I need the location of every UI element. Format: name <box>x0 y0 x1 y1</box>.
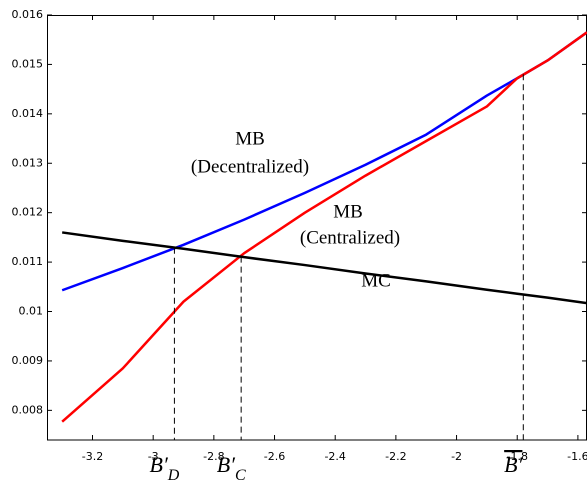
marker-label-main: B′ <box>504 452 523 477</box>
annotation: (Decentralized) <box>191 156 309 177</box>
marker-label-main: B′ <box>150 452 169 477</box>
y-tick-label: 0.011 <box>12 255 44 268</box>
marker-label: B′D <box>150 452 180 484</box>
marker-label-main: B′ <box>217 452 236 477</box>
marker-label-sub: D <box>167 467 180 484</box>
x-tick-label: -3.2 <box>82 450 103 463</box>
x-tick-label: -2 <box>451 450 462 463</box>
annotation: (Centralized) <box>300 227 400 248</box>
y-tick-label: 0.008 <box>12 403 44 416</box>
y-tick-label: 0.01 <box>19 305 44 318</box>
x-tick-label: -2.8 <box>203 450 224 463</box>
marker-label: B′C <box>217 452 246 484</box>
y-tick-label: 0.016 <box>12 8 44 21</box>
x-tick-label: -1.8 <box>506 450 527 463</box>
y-tick-label: 0.009 <box>12 354 44 367</box>
x-tick-label: -1.6 <box>567 450 587 463</box>
series-line <box>61 231 587 305</box>
x-tick-label: -2.6 <box>264 450 285 463</box>
y-tick-label: 0.014 <box>12 107 44 120</box>
x-tick-label: -2.4 <box>324 450 345 463</box>
y-tick-label: 0.013 <box>12 156 44 169</box>
x-tick-label: -3 <box>148 450 159 463</box>
y-tick-label: 0.015 <box>12 57 44 70</box>
annotation: MC <box>361 270 391 291</box>
series-line <box>61 31 587 423</box>
annotation: MB <box>235 128 265 149</box>
marker-label-sub: C <box>235 467 246 484</box>
annotation: MB <box>333 201 363 222</box>
plot-frame <box>47 15 587 441</box>
x-tick-label: -2.2 <box>385 450 406 463</box>
plot-area <box>61 31 587 423</box>
marker-label: B′ <box>504 452 523 477</box>
y-tick-label: 0.012 <box>12 206 44 219</box>
